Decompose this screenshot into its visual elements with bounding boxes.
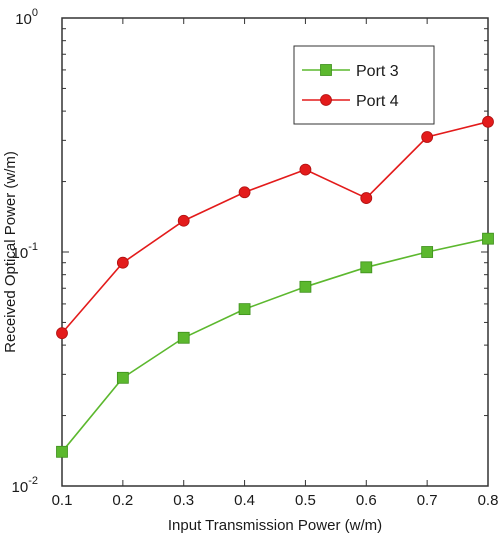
y-tick-label: 100: [15, 7, 38, 28]
port-3-point: [360, 261, 373, 274]
x-tick-label: 0.7: [417, 492, 438, 509]
port-3-point: [482, 232, 494, 245]
port-4-point: [56, 327, 68, 340]
x-axis-label: Input Transmission Power (w/m): [168, 517, 382, 534]
legend-marker-port-3: [320, 64, 332, 76]
port-4-point: [421, 131, 434, 143]
legend-label-port-4: Port 4: [356, 93, 399, 110]
x-tick-label: 0.5: [295, 492, 316, 509]
x-tick-label: 0.2: [112, 492, 133, 509]
port-4-line: [61, 121, 489, 334]
legend-box: [293, 45, 435, 125]
port-3-line: [61, 237, 489, 453]
port-3-point: [177, 331, 190, 344]
x-tick-label: 0.1: [52, 492, 73, 509]
y-tick-label: 10-2: [12, 475, 38, 496]
x-axis-ticks: 0.1 0.2 0.3 0.4 0.5 0.6 0.7 0.8: [52, 18, 499, 509]
port-3-point: [299, 280, 312, 293]
legend-label-port-3: Port 3: [356, 63, 399, 80]
port-4-point: [360, 192, 373, 204]
y-axis-ticks: 10-2 10-1 100: [12, 7, 488, 496]
y-axis-label: Received Optical Power (w/m): [2, 151, 19, 353]
x-tick-label: 0.4: [234, 492, 255, 509]
port-4-point: [238, 186, 251, 199]
port-3-point: [421, 246, 434, 258]
x-tick-label: 0.6: [356, 492, 377, 509]
legend: Port 3 Port 4: [293, 45, 435, 125]
port-4-point: [177, 214, 190, 227]
x-tick-label: 0.3: [173, 492, 194, 509]
port-4-point: [299, 163, 312, 176]
port-3-point: [238, 303, 251, 316]
x-tick-label: 0.8: [478, 492, 499, 509]
series-layer: [56, 115, 494, 458]
port-4-point: [482, 115, 494, 128]
y-tick-label: 10-1: [12, 241, 38, 262]
port-3-point: [116, 371, 129, 384]
legend-marker-port-4: [320, 94, 332, 106]
port-3-point: [56, 445, 68, 458]
port-4-point: [116, 256, 129, 269]
